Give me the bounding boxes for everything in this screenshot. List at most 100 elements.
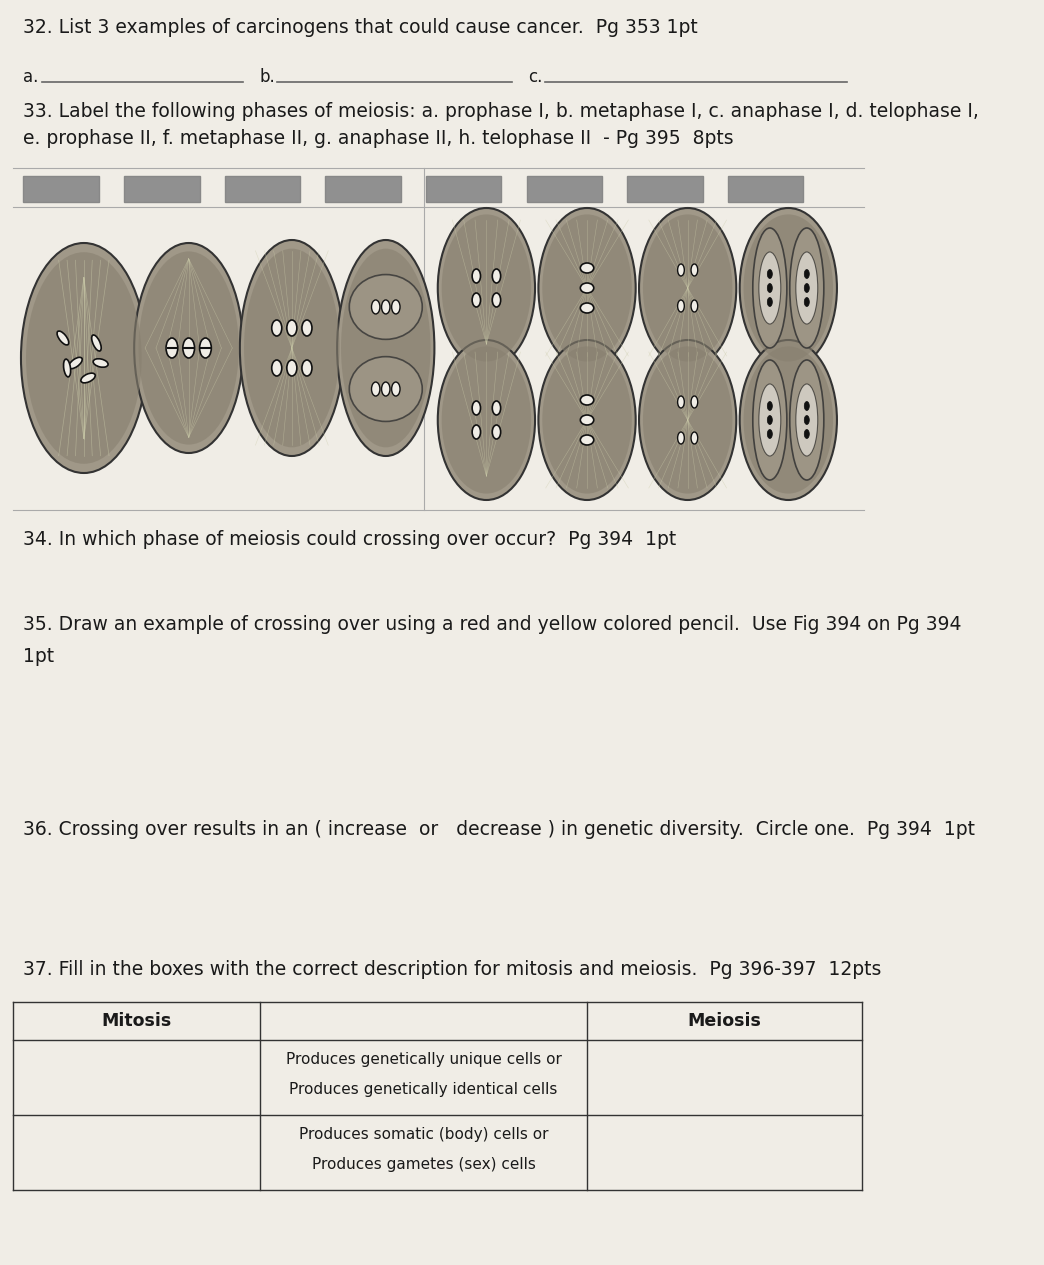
Ellipse shape — [767, 283, 773, 292]
Text: 37. Fill in the boxes with the correct description for mitosis and meiosis.  Pg : 37. Fill in the boxes with the correct d… — [23, 960, 882, 979]
Ellipse shape — [743, 347, 833, 493]
Ellipse shape — [539, 207, 636, 368]
Ellipse shape — [442, 214, 531, 362]
Ellipse shape — [26, 252, 142, 464]
Ellipse shape — [199, 338, 211, 358]
Ellipse shape — [302, 320, 312, 336]
Ellipse shape — [271, 361, 282, 376]
Ellipse shape — [166, 338, 177, 358]
Ellipse shape — [139, 252, 239, 444]
Text: Produces gametes (sex) cells: Produces gametes (sex) cells — [311, 1157, 536, 1171]
Ellipse shape — [337, 240, 434, 455]
Ellipse shape — [580, 304, 594, 312]
Ellipse shape — [302, 361, 312, 376]
Ellipse shape — [493, 425, 501, 439]
Ellipse shape — [759, 385, 781, 455]
Ellipse shape — [580, 435, 594, 445]
Ellipse shape — [472, 269, 480, 283]
Text: c.: c. — [528, 68, 543, 86]
Text: Produces genetically identical cells: Produces genetically identical cells — [289, 1082, 557, 1097]
Ellipse shape — [392, 382, 400, 396]
Ellipse shape — [381, 300, 390, 314]
Ellipse shape — [580, 415, 594, 425]
Ellipse shape — [350, 357, 422, 421]
Ellipse shape — [639, 207, 736, 368]
Ellipse shape — [739, 340, 837, 500]
Ellipse shape — [691, 264, 697, 276]
Ellipse shape — [493, 269, 501, 283]
Ellipse shape — [240, 240, 343, 455]
Ellipse shape — [372, 382, 380, 396]
Text: 34. In which phase of meiosis could crossing over occur?  Pg 394  1pt: 34. In which phase of meiosis could cros… — [23, 530, 677, 549]
Ellipse shape — [472, 293, 480, 307]
Ellipse shape — [135, 243, 243, 453]
Ellipse shape — [93, 359, 109, 367]
Ellipse shape — [759, 252, 781, 324]
Text: 36. Crossing over results in an ( increase  or   decrease ) in genetic diversity: 36. Crossing over results in an ( increa… — [23, 820, 975, 839]
FancyBboxPatch shape — [326, 176, 401, 202]
Text: Meiosis: Meiosis — [688, 1012, 761, 1030]
Ellipse shape — [287, 361, 296, 376]
Ellipse shape — [796, 252, 817, 324]
Ellipse shape — [691, 396, 697, 409]
FancyBboxPatch shape — [526, 176, 602, 202]
Ellipse shape — [678, 396, 684, 409]
Ellipse shape — [580, 283, 594, 293]
Ellipse shape — [804, 283, 809, 292]
Ellipse shape — [804, 269, 809, 278]
Ellipse shape — [472, 401, 480, 415]
Ellipse shape — [244, 249, 339, 448]
Ellipse shape — [472, 425, 480, 439]
Ellipse shape — [542, 347, 632, 493]
Ellipse shape — [789, 228, 824, 348]
Text: a.: a. — [23, 68, 39, 86]
FancyBboxPatch shape — [728, 176, 804, 202]
Ellipse shape — [69, 357, 82, 368]
Ellipse shape — [678, 433, 684, 444]
Ellipse shape — [643, 347, 733, 493]
Ellipse shape — [643, 214, 733, 362]
Ellipse shape — [767, 430, 773, 439]
Ellipse shape — [372, 300, 380, 314]
Ellipse shape — [21, 243, 147, 473]
Ellipse shape — [80, 373, 95, 383]
Ellipse shape — [542, 214, 632, 362]
Ellipse shape — [767, 269, 773, 278]
Ellipse shape — [767, 401, 773, 411]
Ellipse shape — [691, 433, 697, 444]
Text: 1pt: 1pt — [23, 646, 54, 665]
Ellipse shape — [287, 320, 296, 336]
FancyBboxPatch shape — [224, 176, 301, 202]
Ellipse shape — [804, 297, 809, 306]
Ellipse shape — [437, 340, 535, 500]
Ellipse shape — [678, 264, 684, 276]
FancyBboxPatch shape — [124, 176, 199, 202]
Text: 35. Draw an example of crossing over using a red and yellow colored pencil.  Use: 35. Draw an example of crossing over usi… — [23, 615, 962, 634]
Ellipse shape — [639, 340, 736, 500]
Ellipse shape — [493, 401, 501, 415]
Ellipse shape — [743, 214, 833, 362]
Text: b.: b. — [260, 68, 276, 86]
Text: 33. Label the following phases of meiosis: a. prophase I, b. metaphase I, c. ana: 33. Label the following phases of meiosi… — [23, 102, 979, 148]
FancyBboxPatch shape — [627, 176, 703, 202]
Ellipse shape — [580, 395, 594, 405]
Ellipse shape — [539, 340, 636, 500]
Text: Mitosis: Mitosis — [101, 1012, 171, 1030]
Text: Produces somatic (body) cells or: Produces somatic (body) cells or — [299, 1127, 548, 1142]
Ellipse shape — [796, 385, 817, 455]
Ellipse shape — [350, 275, 422, 339]
Ellipse shape — [767, 297, 773, 306]
Ellipse shape — [392, 300, 400, 314]
Ellipse shape — [92, 335, 101, 352]
Ellipse shape — [57, 331, 69, 345]
Ellipse shape — [691, 300, 697, 312]
Text: Produces genetically unique cells or: Produces genetically unique cells or — [286, 1052, 562, 1066]
Ellipse shape — [739, 207, 837, 368]
Ellipse shape — [678, 300, 684, 312]
Ellipse shape — [753, 228, 787, 348]
Ellipse shape — [493, 293, 501, 307]
Ellipse shape — [804, 401, 809, 411]
Ellipse shape — [804, 415, 809, 425]
Ellipse shape — [271, 320, 282, 336]
Ellipse shape — [442, 347, 531, 493]
